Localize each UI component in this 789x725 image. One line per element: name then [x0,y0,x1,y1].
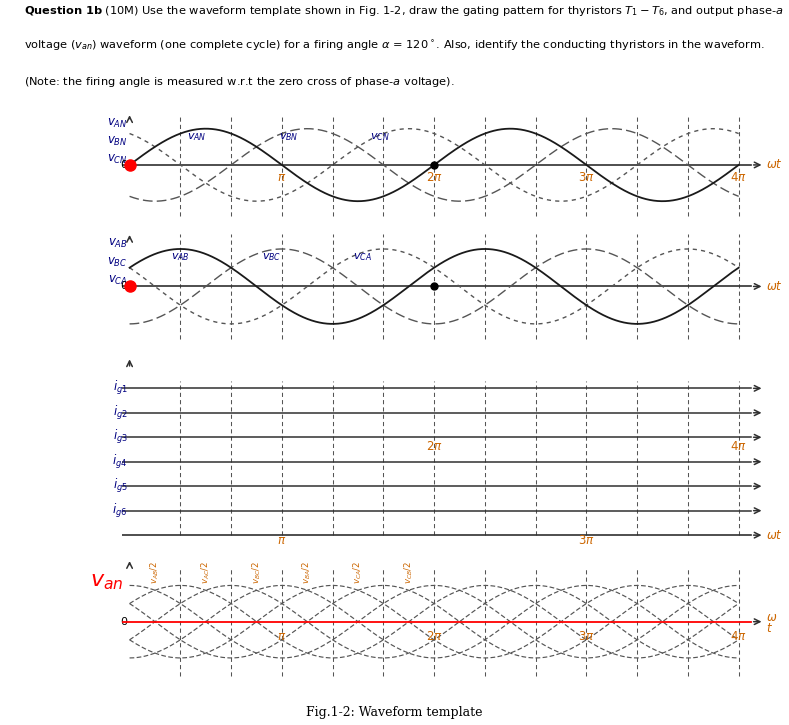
Text: $v_{AC}/2$: $v_{AC}/2$ [200,560,212,584]
Text: $3\pi$: $3\pi$ [578,534,595,547]
Text: 0: 0 [121,281,128,291]
Text: (Note: the firing angle is measured w.r.t the zero cross of phase-$a$ voltage).: (Note: the firing angle is measured w.r.… [24,75,454,88]
Text: $i_{g3}$: $i_{g3}$ [113,428,128,447]
Text: $i_{g4}$: $i_{g4}$ [112,452,128,471]
Text: $v_{BA}/2$: $v_{BA}/2$ [301,560,313,584]
Text: $v_{CB}/2$: $v_{CB}/2$ [402,560,415,584]
Text: $4\pi$: $4\pi$ [731,629,747,642]
Text: $3\pi$: $3\pi$ [578,172,595,184]
Text: $\bf{Question\ 1b}$ (10M) Use the waveform template shown in Fig. 1-2, draw the : $\bf{Question\ 1b}$ (10M) Use the wavefo… [24,4,783,17]
Text: $i_{g1}$: $i_{g1}$ [113,379,128,397]
Text: $4\pi$: $4\pi$ [731,172,747,184]
Text: $\pi$: $\pi$ [277,172,286,184]
Text: 0: 0 [121,160,128,170]
Text: $\omega$: $\omega$ [766,611,778,624]
Text: $2\pi$: $2\pi$ [426,439,443,452]
Text: $t$: $t$ [766,622,773,634]
Text: $v_{BN}$: $v_{BN}$ [107,135,128,148]
Text: $\omega t$: $\omega t$ [766,529,783,542]
Text: $v_{CN}$: $v_{CN}$ [107,153,128,166]
Text: $v_{BC}/2$: $v_{BC}/2$ [250,560,263,584]
Text: $3\pi$: $3\pi$ [578,629,595,642]
Text: $v_{AN}$: $v_{AN}$ [107,117,128,130]
Text: $v_{CA}$: $v_{CA}$ [108,274,128,287]
Text: $v_{CN}$: $v_{CN}$ [370,130,390,143]
Text: $v_{AB}$: $v_{AB}$ [108,237,128,250]
Text: $i_{g2}$: $i_{g2}$ [113,404,128,422]
Text: $4\pi$: $4\pi$ [731,439,747,452]
Text: $v_{BC}$: $v_{BC}$ [262,252,282,263]
Text: $v_{AB}$: $v_{AB}$ [170,252,189,263]
Text: voltage ($v_{an}$) waveform (one complete cycle) for a firing angle $\alpha$ = 1: voltage ($v_{an}$) waveform (one complet… [24,39,765,53]
Text: $v_{BC}$: $v_{BC}$ [107,255,128,269]
Text: $i_{g5}$: $i_{g5}$ [113,477,128,495]
Text: $\omega t$: $\omega t$ [766,159,783,171]
Text: $\pi$: $\pi$ [277,629,286,642]
Text: $v_{CA}$: $v_{CA}$ [353,252,372,263]
Text: $\pi$: $\pi$ [277,534,286,547]
Text: $\omega t$: $\omega t$ [766,280,783,293]
Text: 0: 0 [121,617,128,626]
Text: $v_{AN}$: $v_{AN}$ [188,130,207,143]
Text: $i_{g6}$: $i_{g6}$ [112,502,128,520]
Text: $2\pi$: $2\pi$ [426,629,443,642]
Text: $v_{CA}/2$: $v_{CA}/2$ [352,560,365,584]
Text: $v_{AB}/2$: $v_{AB}/2$ [148,560,161,584]
Text: $v_{BN}$: $v_{BN}$ [279,130,298,143]
Text: $2\pi$: $2\pi$ [426,172,443,184]
Text: Fig.1-2: Waveform template: Fig.1-2: Waveform template [306,706,483,719]
Text: $v_{an}$: $v_{an}$ [90,572,123,592]
